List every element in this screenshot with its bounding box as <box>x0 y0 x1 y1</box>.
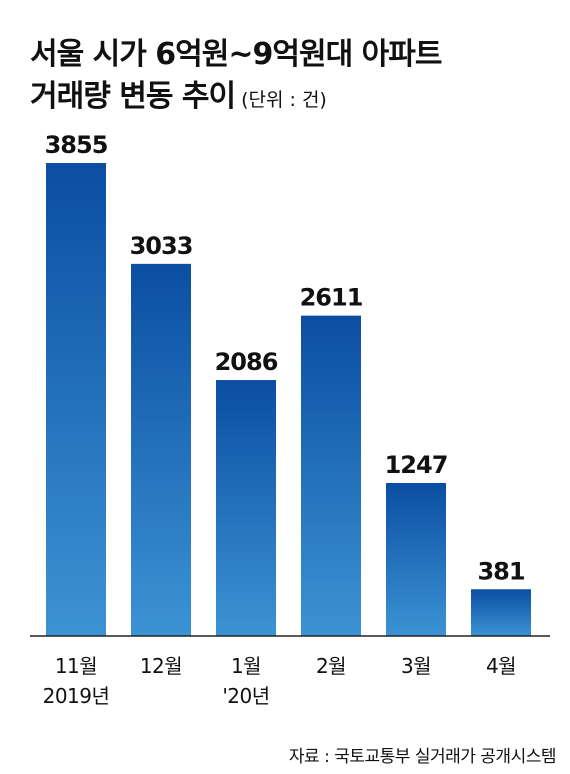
chart-title: 서울 시가 6억원~9억원대 아파트 거래량 변동 추이 (단위 : 건) <box>30 34 442 121</box>
bar-2 <box>216 380 276 636</box>
category-labels-group: 11월 2019년 12월 1월 '20년 2월 3월 4월 <box>43 654 517 708</box>
category-label-5-0: 4월 <box>486 654 516 678</box>
category-label-2-0: 1월 <box>231 654 261 678</box>
title-line-2: 거래량 변동 추이 (단위 : 건) <box>30 76 441 121</box>
bar-1 <box>131 263 191 636</box>
value-label-2: 2086 <box>215 348 278 376</box>
value-label-4: 1247 <box>385 451 448 479</box>
category-label-2-1: '20년 <box>222 684 269 708</box>
bar-0 <box>46 163 106 636</box>
value-label-1: 3033 <box>130 232 193 260</box>
bar-4 <box>386 482 446 636</box>
category-label-0-1: 2019년 <box>43 684 110 708</box>
bar-5 <box>471 589 531 636</box>
category-label-4-0: 3월 <box>401 654 431 678</box>
value-labels-group: 3855 3033 2086 2611 1247 381 <box>45 131 526 585</box>
value-label-5: 381 <box>477 557 524 585</box>
unit-label: (단위 : 건) <box>241 89 327 111</box>
value-label-3: 2611 <box>300 284 363 312</box>
source-note: 자료 : 국토교통부 실거래가 공개시스템 <box>288 747 557 767</box>
title-line-2-text: 거래량 변동 추이 <box>30 79 236 114</box>
bar-3 <box>301 315 361 636</box>
category-label-3-0: 2월 <box>316 654 346 678</box>
category-label-1-0: 12월 <box>140 654 182 678</box>
title-line-1: 서울 시가 6억원~9억원대 아파트 <box>30 37 442 72</box>
value-label-0: 3855 <box>45 131 108 159</box>
category-label-0-0: 11월 <box>55 654 97 678</box>
bars-group <box>46 163 531 636</box>
